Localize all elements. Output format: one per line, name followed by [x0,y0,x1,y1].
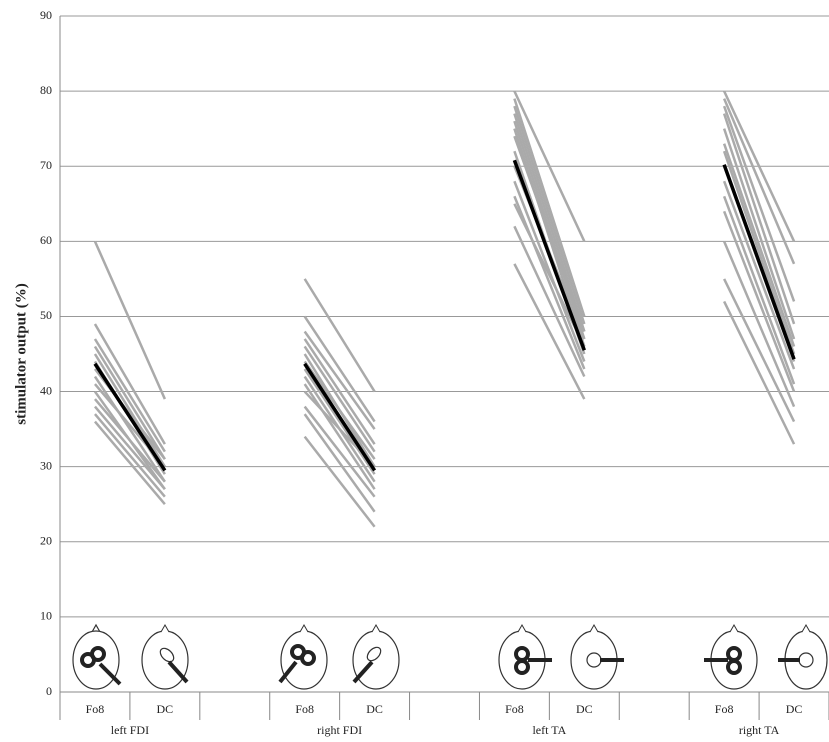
y-tick-label: 40 [40,383,52,397]
series-line [95,99,794,445]
head-icons [73,625,827,689]
series-line [95,226,794,511]
series-line [95,160,794,470]
series-line [95,264,794,527]
y-tick-label: 60 [40,233,52,247]
x-tick-label: Fo8 [715,702,734,716]
series-line [95,181,794,489]
x-tick-label: DC [157,702,174,716]
x-tick-label: Fo8 [86,702,105,716]
x-tick-label: DC [366,702,383,716]
y-tick-label: 20 [40,534,52,548]
series-line [95,106,794,452]
y-axis-title: stimulator output (%) [13,283,29,424]
series-line [95,91,794,399]
series-line [95,129,794,475]
group-label: right TA [739,723,780,737]
group-label: left TA [532,723,566,737]
y-tick-label: 0 [46,684,52,698]
y-tick-label: 90 [40,8,52,22]
series-line [95,166,794,481]
x-tick-label: Fo8 [505,702,524,716]
group-label: right FDI [317,723,362,737]
series-line [95,121,794,467]
y-tick-label: 10 [40,609,52,623]
y-tick-label: 50 [40,308,52,322]
series-line [95,196,794,481]
x-tick-label: Fo8 [295,702,314,716]
y-tick-label: 70 [40,158,52,172]
x-tick-label: DC [786,702,803,716]
group-label: left FDI [111,723,149,737]
y-tick-label: 30 [40,458,52,472]
y-tick-label: 80 [40,83,52,97]
chart: stimulator output (%) 0 10 20 30 40 50 60 70 80 9… [0,0,829,737]
x-tick-label: DC [576,702,593,716]
series-line [95,204,794,497]
series-line [95,114,794,460]
series-line [95,136,794,459]
